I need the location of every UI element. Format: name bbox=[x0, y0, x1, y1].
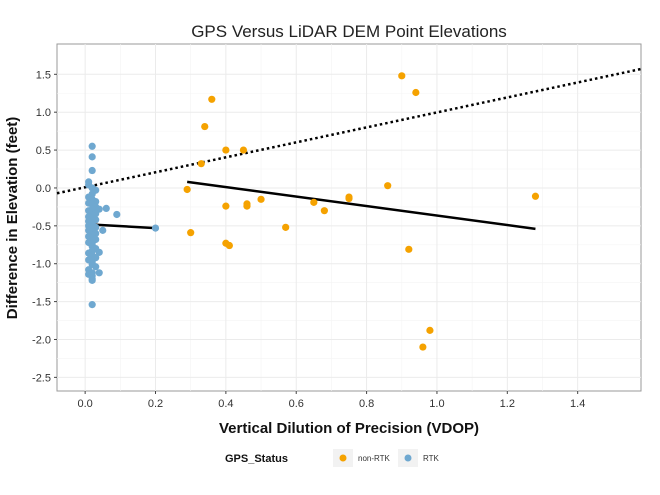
data-point-rtk bbox=[88, 166, 96, 175]
data-point-rtk bbox=[151, 224, 160, 232]
data-point-non-rtk bbox=[208, 95, 216, 103]
y-tick-label: -1.5 bbox=[32, 297, 51, 309]
y-tick-label: 1.5 bbox=[36, 69, 51, 81]
data-point-rtk bbox=[85, 270, 93, 278]
legend-marker-rtk bbox=[404, 454, 412, 462]
x-axis-title: Vertical Dilution of Precision (VDOP) bbox=[219, 420, 479, 437]
data-point-rtk bbox=[95, 248, 103, 256]
legend-label-rtk: RTK bbox=[423, 454, 440, 463]
y-tick-label: -0.5 bbox=[32, 221, 51, 233]
legend: GPS_Status non-RTK RTK bbox=[225, 449, 440, 467]
data-point-rtk bbox=[102, 204, 110, 213]
plot-panel bbox=[56, 43, 642, 392]
data-point-non-rtk bbox=[187, 229, 195, 237]
line-overall-trend bbox=[56, 67, 642, 195]
data-point-non-rtk bbox=[412, 88, 420, 97]
x-axis-ticks: 0.0 0.2 0.4 0.6 0.8 1.0 1.2 1.4 bbox=[77, 391, 585, 410]
x-tick-label: 1.4 bbox=[570, 398, 585, 410]
y-tick-label: 0.5 bbox=[36, 145, 51, 157]
chart-title: GPS Versus LiDAR DEM Point Elevations bbox=[191, 22, 507, 41]
data-points bbox=[85, 72, 540, 351]
data-point-non-rtk bbox=[225, 241, 233, 250]
y-tick-label: -1.0 bbox=[32, 259, 51, 271]
x-tick-label: 0.8 bbox=[359, 398, 374, 410]
y-axis-title: Difference in Elevation (feet) bbox=[4, 117, 21, 320]
x-tick-label: 0.2 bbox=[148, 398, 163, 410]
data-point-rtk bbox=[88, 301, 96, 309]
data-point-non-rtk bbox=[197, 160, 205, 168]
data-point-non-rtk bbox=[384, 182, 392, 190]
y-tick-label: -2.5 bbox=[32, 372, 51, 384]
y-tick-label: 1.0 bbox=[36, 107, 51, 119]
data-point-non-rtk bbox=[310, 198, 318, 206]
data-point-non-rtk bbox=[282, 223, 290, 231]
line-rtk-trend bbox=[88, 223, 156, 230]
data-point-non-rtk bbox=[405, 245, 413, 253]
y-tick-label: -2.0 bbox=[32, 334, 51, 346]
data-point-rtk bbox=[88, 276, 96, 284]
data-point-rtk bbox=[95, 205, 103, 213]
plot-area bbox=[56, 43, 642, 392]
data-point-rtk bbox=[88, 153, 96, 161]
data-point-rtk bbox=[88, 142, 96, 150]
line-non-rtk-trend bbox=[187, 180, 536, 231]
data-point-non-rtk bbox=[426, 326, 434, 334]
legend-marker-non-rtk bbox=[339, 454, 347, 462]
data-point-non-rtk bbox=[183, 185, 191, 194]
data-point-non-rtk bbox=[419, 343, 427, 351]
data-point-non-rtk bbox=[239, 146, 248, 154]
data-point-rtk bbox=[113, 210, 121, 219]
data-point-rtk bbox=[92, 263, 100, 271]
data-point-rtk bbox=[95, 269, 103, 277]
x-tick-label: 0.6 bbox=[289, 398, 304, 410]
x-tick-label: 1.0 bbox=[429, 398, 444, 410]
data-point-non-rtk bbox=[345, 193, 353, 201]
x-tick-label: 0.0 bbox=[77, 398, 92, 410]
data-point-rtk bbox=[99, 226, 107, 234]
data-point-non-rtk bbox=[531, 192, 540, 200]
data-point-non-rtk bbox=[320, 207, 328, 215]
data-point-non-rtk bbox=[243, 202, 251, 210]
data-point-non-rtk bbox=[257, 195, 265, 203]
x-tick-label: 1.2 bbox=[500, 398, 515, 410]
y-axis-ticks: -2.5 -2.0 -1.5 -1.0 -0.5 0.0 0.5 1.0 1.5 bbox=[32, 69, 57, 384]
y-tick-label: 0.0 bbox=[36, 183, 51, 195]
data-point-non-rtk bbox=[398, 72, 406, 80]
data-point-non-rtk bbox=[201, 122, 209, 131]
data-point-non-rtk bbox=[222, 202, 230, 210]
data-point-non-rtk bbox=[222, 146, 230, 154]
legend-label-non-rtk: non-RTK bbox=[358, 454, 391, 463]
legend-title: GPS_Status bbox=[225, 453, 288, 465]
trend-lines bbox=[56, 67, 642, 231]
x-tick-label: 0.4 bbox=[218, 398, 233, 410]
